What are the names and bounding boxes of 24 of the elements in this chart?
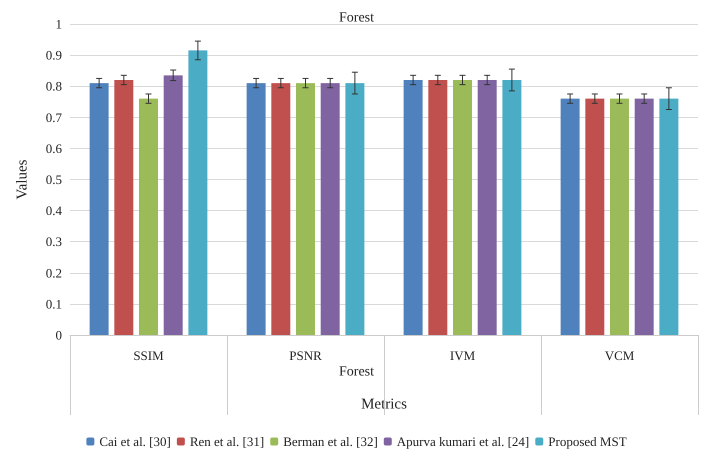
legend-label: Apurva kumari et al. [24] [396,434,530,449]
y-tick-label: 0.1 [46,296,62,312]
x-tick-label: SSIM [133,348,164,363]
legend-label: Cai et al. [30] [99,434,171,449]
text: Forest [339,364,374,380]
x-tick-label: VCM [604,348,635,363]
y-tick-label: 0.9 [46,48,62,63]
y-tick-label: 0.2 [46,265,62,280]
chart-title: Forest [339,10,374,26]
y-tick-label: 0.8 [46,78,62,94]
y-tick-label: 0.7 [46,110,62,125]
y-tick-label: 0.5 [46,172,62,187]
legend-label: Berman et al. [32] [283,434,378,449]
x-tick-label: PSNR [289,348,322,363]
y-tick-label: 0.3 [46,234,62,250]
x-tick-label: IVM [450,348,476,363]
y-tick-label: 0.6 [46,140,62,156]
y-axis-title: Values [14,159,30,200]
y-tick-label: 0 [56,328,62,342]
legend-label: Ren et al. [31] [190,434,264,449]
y-tick-label: 0.4 [46,203,62,218]
y-tick-label: 1 [56,16,62,32]
x-axis-title: Metrics [361,396,408,412]
legend-label: Proposed MST [548,434,627,449]
